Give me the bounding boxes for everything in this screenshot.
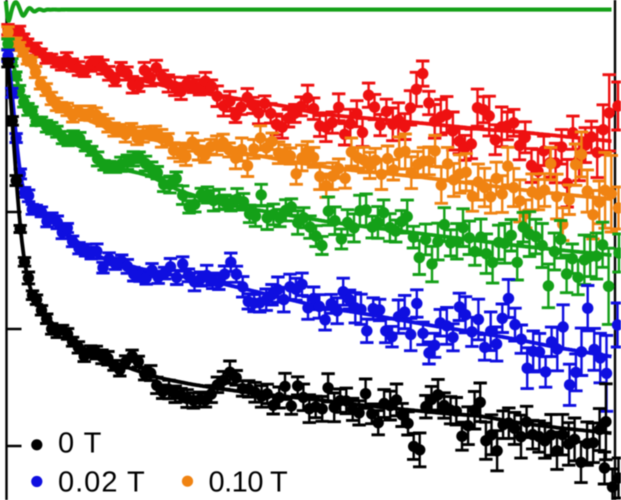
svg-text:0 T: 0 T	[58, 428, 102, 460]
svg-text:0.02 T: 0.02 T	[58, 467, 146, 499]
svg-text:0.10 T: 0.10 T	[209, 467, 288, 499]
